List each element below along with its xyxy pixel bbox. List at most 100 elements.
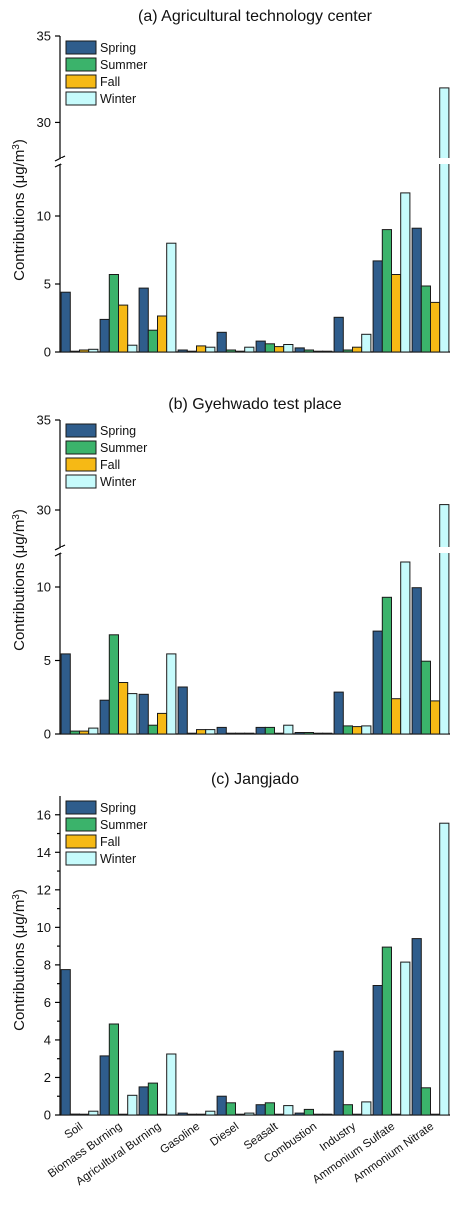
panel-c-bar-winter-ammonium-sulfate (400, 961, 411, 1116)
panel-b-bar-fall-agricultural-burning (157, 712, 168, 735)
panel-a-bar-spring-gasoline (177, 349, 188, 353)
panel-b-bar-winter-biomass-burning (127, 693, 138, 735)
panel-b-bar-summer-diesel (225, 732, 237, 735)
panel-b-bar-summer-biomass-burning (108, 634, 120, 735)
panel-a-bar-summer-ammonium-sulfate (381, 229, 392, 353)
panel-b-bar-spring-combustion (294, 732, 305, 735)
panel-a-bar-spring-combustion (294, 347, 305, 353)
panel-b-ytick-label: 5 (44, 653, 51, 668)
legend-c-summer-swatch (65, 817, 97, 832)
legend-b-fall-swatch (65, 457, 97, 472)
panel-b-bar-winter-gasoline (205, 729, 216, 735)
panel-a-bar-spring-biomass-burning (99, 318, 110, 353)
panel-c-bar-winter-soil (88, 1110, 99, 1116)
legend-c-fall-label: Fall (100, 835, 120, 849)
panel-b-bar-winter-ammonium-nitrate (439, 504, 450, 735)
panel-b-bar-spring-ammonium-sulfate (372, 630, 383, 735)
panel-a-bar-winter-industry (361, 333, 372, 353)
panel-b-bar-fall-soil (79, 730, 90, 735)
panel-b-bar-fall-industry (352, 726, 363, 735)
panel-b-bar-spring-diesel (216, 726, 227, 735)
panel-a-bar-fall-combustion (313, 350, 324, 353)
panel-a-bar-fall-gasoline (196, 345, 207, 353)
panel-a-bar-fall-soil (79, 349, 90, 353)
panel-c-title: (c) Jangjado (211, 771, 299, 788)
panel-c-bar-fall-soil (79, 1113, 90, 1116)
panel-c-bar-fall-ammonium-sulfate (391, 1113, 402, 1116)
panel-b-bar-spring-biomass-burning (99, 699, 110, 735)
panel-a-bar-fall-biomass-burning (118, 304, 129, 353)
panel-b-bar-winter-agricultural-burning (166, 653, 177, 735)
legend-c-winter-label: Winter (100, 852, 136, 866)
panel-a-bar-winter-soil (88, 348, 99, 353)
panel-c-bar-spring-combustion (294, 1112, 305, 1116)
panel-a-bar-spring-soil (60, 291, 71, 353)
legend-a-summer-swatch (65, 57, 97, 72)
panel-b-axis-break-gap-over (61, 547, 451, 553)
panel-a-bar-fall-diesel (235, 350, 246, 353)
panel-a-bar-spring-industry (333, 316, 344, 353)
panel-c-bar-spring-diesel (216, 1095, 227, 1116)
panel-a-bar-winter-diesel (244, 346, 255, 353)
legend-a-winter-label: Winter (100, 92, 136, 106)
panel-b-bar-summer-seasalt (264, 726, 275, 735)
panel-b-bar-spring-soil (60, 653, 71, 735)
panel-c-bar-spring-soil (60, 969, 71, 1116)
panel-b-bar-winter-diesel (244, 732, 255, 735)
panel-a-bar-winter-agricultural-burning (166, 242, 177, 353)
panel-b-bar-fall-combustion (313, 732, 324, 735)
panel-b-plot: 0 5 10 30 35 (37, 413, 454, 742)
panel-b-bar-spring-agricultural-burning (138, 693, 149, 735)
panel-a-bar-spring-diesel (216, 331, 227, 353)
panel-a-bar-summer-soil (69, 350, 81, 353)
panel-a-bar-spring-agricultural-burning (138, 287, 149, 353)
panel-b-bar-spring-gasoline (177, 686, 188, 735)
panel-a-bar-summer-diesel (225, 349, 237, 353)
x-category-label: Soil (63, 1121, 86, 1142)
panel-c-ytick-label: 4 (44, 1032, 51, 1047)
panel-a-bar-summer-combustion (303, 349, 314, 353)
x-category-label: Gasoline (158, 1121, 202, 1157)
panel-c-bar-summer-biomass-burning (108, 1023, 120, 1116)
legend-a-winter-swatch (65, 91, 97, 106)
panel-a-ytick-label: 5 (44, 277, 51, 292)
panel-c-ylabel: Contributions (μg/m3) (11, 889, 29, 1031)
legend-c-fall-swatch (65, 834, 97, 849)
panel-b-bar-summer-ammonium-sulfate (381, 596, 392, 735)
panel-c-bar-winter-gasoline (205, 1110, 216, 1116)
panel-c-bar-fall-agricultural-burning (157, 1113, 168, 1116)
panel-b-bar-fall-seasalt (274, 732, 285, 735)
panel-b-ytick-label: 10 (37, 580, 51, 595)
panel-c-bar-fall-industry (352, 1113, 363, 1116)
panel-c-ytick-label: 0 (44, 1108, 51, 1123)
x-category-label: Diesel (208, 1121, 241, 1149)
legend-c-winter-swatch (65, 851, 97, 866)
panel-c-bar-summer-agricultural-burning (147, 1082, 159, 1116)
panel-c-ytick-label: 10 (37, 920, 51, 935)
panel-a-bar-winter-biomass-burning (127, 344, 138, 353)
panel-a-axis-break-gap-over (61, 158, 451, 164)
panel-c-bar-fall-combustion (313, 1113, 324, 1116)
panel-b-bar-fall-biomass-burning (118, 682, 129, 735)
panel-b-bar-fall-diesel (235, 732, 246, 735)
panel-c-bar-spring-industry (333, 1050, 344, 1116)
panel-c-bar-summer-diesel (225, 1102, 237, 1116)
panel-b-bar-fall-ammonium-sulfate (391, 698, 402, 735)
legend-a-summer-label: Summer (100, 58, 147, 72)
panel-a-bar-fall-industry (352, 346, 363, 353)
panel-b-bar-spring-seasalt (255, 726, 266, 735)
panel-b-ytick-label: 30 (37, 503, 51, 518)
panel-b-bar-spring-ammonium-nitrate (411, 587, 422, 735)
panel-a-bar-summer-ammonium-nitrate (420, 285, 431, 353)
panel-c-ytick-label: 2 (44, 1070, 51, 1085)
panel-c-bar-fall-biomass-burning (118, 1113, 129, 1116)
panel-c-bar-spring-ammonium-sulfate (372, 985, 383, 1116)
panel-a-bar-winter-ammonium-sulfate (400, 192, 411, 353)
panel-a-bar-winter-ammonium-nitrate (439, 87, 450, 353)
panel-b-bar-spring-industry (333, 691, 344, 735)
panel-a-legend: Spring Summer Fall Winter (65, 40, 147, 106)
panel-b-bar-summer-gasoline (186, 732, 198, 735)
panel-a-bar-summer-agricultural-burning (147, 329, 159, 353)
legend-b-summer-swatch (65, 440, 97, 455)
